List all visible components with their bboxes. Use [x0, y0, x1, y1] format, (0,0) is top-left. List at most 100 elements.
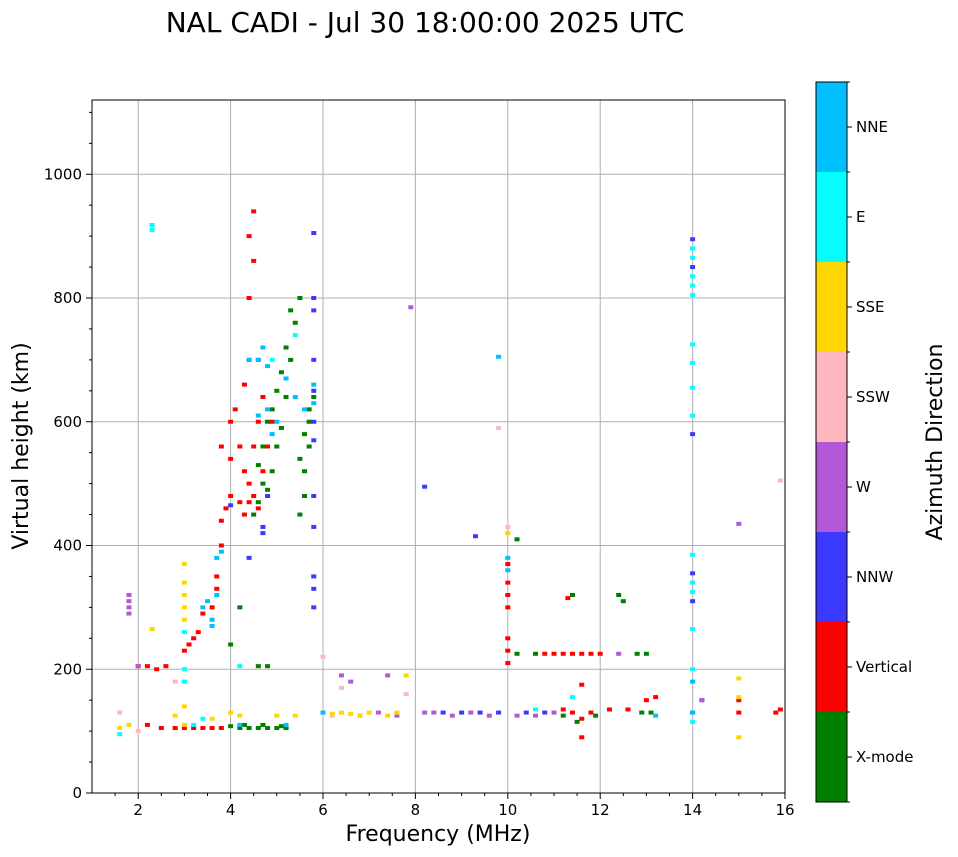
data-point-nnw: [311, 574, 317, 579]
data-point-vertical: [144, 664, 150, 669]
data-point-vertical: [181, 726, 187, 731]
data-point-nnw: [311, 524, 317, 529]
data-point-nne: [690, 679, 696, 684]
data-point-nnw: [440, 710, 446, 715]
data-point-e: [690, 627, 696, 632]
data-point-ssw: [403, 692, 409, 696]
data-point-w: [486, 713, 492, 718]
data-point-nne: [260, 345, 266, 350]
data-point-vertical: [163, 664, 169, 669]
data-point-nnw: [459, 710, 465, 715]
data-point-vertical: [209, 605, 215, 610]
data-point-x-mode: [265, 419, 271, 424]
data-point-x-mode: [288, 357, 294, 362]
data-point-x-mode: [255, 726, 261, 731]
data-point-sse: [181, 704, 187, 709]
data-point-e: [269, 357, 275, 362]
data-point-vertical: [186, 642, 192, 647]
data-point-nne: [690, 710, 696, 715]
data-point-sse: [385, 713, 391, 718]
data-point-vertical: [218, 543, 224, 548]
data-point-w: [126, 611, 132, 616]
data-point-sse: [403, 673, 409, 678]
data-point-x-mode: [283, 395, 289, 399]
data-point-x-mode: [278, 724, 284, 729]
chart-title: NAL CADI - Jul 30 18:00:00 2025 UTC: [166, 6, 685, 39]
data-point-sse: [736, 676, 742, 681]
data-point-sse: [181, 605, 187, 610]
data-point-nne: [214, 593, 220, 597]
data-point-e: [533, 707, 539, 712]
data-point-x-mode: [260, 481, 266, 486]
data-point-sse: [366, 710, 372, 715]
y-axis-label: Virtual height (km): [9, 342, 34, 549]
data-point-vertical: [505, 648, 511, 653]
data-point-x-mode: [246, 726, 252, 731]
data-point-nne: [205, 599, 210, 604]
data-point-vertical: [255, 419, 261, 424]
data-point-e: [149, 227, 155, 232]
data-point-w: [736, 521, 742, 526]
data-point-vertical: [505, 593, 511, 597]
data-point-nnw: [690, 599, 696, 604]
data-point-vertical: [569, 710, 575, 715]
data-point-nnw: [690, 432, 696, 437]
data-point-e: [690, 283, 696, 288]
data-point-w: [431, 710, 437, 715]
data-point-e: [690, 255, 696, 260]
data-point-nnw: [260, 524, 266, 529]
data-point-nne: [283, 376, 289, 381]
data-point-sse: [181, 593, 187, 597]
data-point-x-mode: [269, 407, 275, 412]
data-point-e: [237, 664, 243, 669]
data-point-sse: [329, 711, 335, 716]
data-point-sse: [172, 713, 178, 718]
x-tick-label: 16: [775, 801, 794, 819]
data-point-nnw: [523, 710, 529, 715]
y-axis-ticks: 0 200 400 600 800 1000: [44, 111, 92, 802]
data-point-w: [468, 710, 474, 715]
data-point-nnw: [260, 531, 266, 536]
data-point-nnw: [311, 438, 317, 443]
data-point-vertical: [560, 651, 566, 656]
data-point-x-mode: [292, 320, 298, 325]
data-point-nne: [246, 357, 252, 362]
data-point-vertical: [246, 481, 252, 486]
data-point-nne: [292, 395, 298, 399]
data-point-nnw: [265, 494, 271, 498]
data-point-e: [149, 222, 155, 227]
data-point-x-mode: [297, 512, 303, 517]
data-point-x-mode: [616, 593, 622, 597]
data-point-x-mode: [306, 419, 312, 424]
data-point-ssw: [172, 679, 178, 684]
colorbar-segment-ssw: [816, 352, 847, 442]
data-point-x-mode: [620, 599, 626, 604]
data-point-x-mode: [643, 651, 649, 656]
colorbar-label-nne: NNE: [856, 118, 888, 136]
data-point-vertical: [241, 469, 247, 474]
data-point-vertical: [241, 382, 247, 387]
data-point-sse: [274, 713, 280, 718]
data-point-x-mode: [278, 425, 284, 430]
x-tick-label: 12: [591, 801, 610, 819]
data-point-nne: [255, 413, 261, 418]
data-point-w: [348, 679, 354, 684]
data-point-vertical: [200, 611, 206, 616]
data-point-nne: [265, 364, 271, 369]
colorbar-segment-nne: [816, 82, 847, 172]
data-point-vertical: [260, 395, 266, 399]
data-point-vertical: [246, 234, 252, 239]
data-point-vertical: [625, 707, 631, 712]
data-point-sse: [338, 710, 344, 715]
data-point-nnw: [228, 503, 234, 508]
data-point-vertical: [200, 726, 206, 731]
data-point-sse: [357, 713, 363, 718]
data-point-x-mode: [251, 512, 257, 517]
data-point-x-mode: [274, 726, 280, 731]
data-point-sse: [181, 722, 187, 727]
data-point-vertical: [569, 651, 575, 656]
data-point-w: [126, 593, 132, 597]
data-point-x-mode: [288, 308, 294, 313]
data-point-w: [551, 710, 557, 715]
